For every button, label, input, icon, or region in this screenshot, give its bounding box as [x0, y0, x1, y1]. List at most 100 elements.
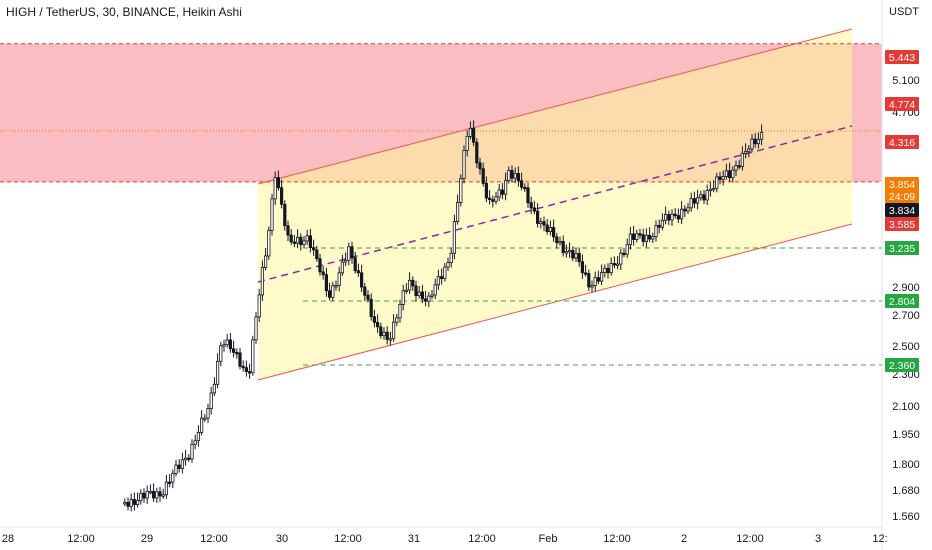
candle-up	[708, 188, 713, 192]
candle-down	[632, 233, 636, 240]
candle-down	[385, 331, 389, 340]
candle-down	[283, 203, 287, 227]
time-axis-tick: 2	[681, 533, 687, 545]
candle-down	[292, 241, 297, 244]
candle-up	[203, 417, 207, 421]
candle-down	[327, 290, 332, 298]
candle-up	[494, 196, 498, 202]
chart-title: HIGH / TetherUS, 30, BINANCE, Heikin Ash…	[6, 5, 242, 19]
candle-down	[753, 138, 757, 145]
candle-up	[139, 492, 143, 501]
level-label: 3.585	[889, 219, 915, 231]
candle-up	[427, 295, 431, 302]
level-label-bg	[885, 177, 919, 191]
level-label: 4.774	[889, 99, 915, 111]
candle-down	[702, 194, 706, 201]
candle-up	[183, 457, 188, 461]
candle-up	[193, 440, 197, 445]
time-axis-tick: 12:00	[468, 533, 496, 545]
candle-up	[135, 500, 140, 505]
candle-up	[129, 499, 133, 507]
candle-up	[270, 198, 274, 231]
level-label-bg	[885, 203, 919, 217]
time-axis-tick: 12:00	[736, 533, 764, 545]
candle-up	[568, 249, 572, 253]
candle-down	[516, 173, 521, 182]
level-label-bg	[885, 97, 919, 111]
candle-up	[382, 331, 386, 337]
candle-up	[747, 148, 751, 152]
candle-up	[721, 176, 725, 180]
candle-up	[660, 219, 665, 228]
candle-down	[728, 170, 732, 178]
channel-midline	[257, 125, 853, 283]
time-axis-tick: 12:00	[334, 533, 362, 545]
candle-down	[132, 499, 136, 505]
candle-up	[744, 150, 748, 154]
time-axis-tick: 3	[815, 533, 821, 545]
candle-down	[231, 348, 236, 353]
level-label-bg	[885, 241, 919, 255]
candle-down	[552, 227, 556, 238]
candle-up	[513, 173, 517, 179]
level-label: 24:09	[889, 191, 915, 203]
candle-down	[414, 285, 418, 297]
price-axis-tick: 2.100	[892, 401, 920, 413]
candle-down	[356, 270, 361, 274]
candle-down	[596, 277, 601, 282]
price-axis-tick: 1.800	[892, 459, 920, 471]
candle-down	[324, 274, 329, 292]
candle-up	[628, 233, 633, 245]
candle-down	[542, 221, 546, 226]
candle-up	[609, 263, 613, 274]
candle-up	[705, 190, 709, 201]
candle-up	[407, 279, 412, 291]
candle-up	[603, 267, 607, 273]
candle-up	[343, 259, 348, 263]
candle-down	[667, 214, 671, 221]
candle-down	[359, 272, 364, 288]
candle-down	[244, 367, 248, 373]
candle-up	[644, 234, 649, 242]
candle-down	[177, 464, 181, 469]
candle-up	[260, 267, 265, 296]
candle-down	[487, 197, 492, 200]
candle-up	[337, 272, 341, 286]
candle-down	[228, 339, 232, 350]
candle-down	[289, 234, 293, 243]
candle-down	[523, 186, 527, 190]
candle-up	[564, 251, 569, 254]
candle-up	[635, 233, 639, 240]
candle-up	[686, 207, 690, 212]
candle-up	[455, 202, 460, 222]
candle-up	[401, 290, 405, 305]
level-label: 3.854	[889, 179, 915, 191]
candle-down	[471, 128, 476, 143]
candle-up	[654, 224, 658, 238]
candle-up	[331, 285, 335, 298]
candle-up	[459, 177, 463, 203]
candle-up	[462, 150, 466, 179]
candle-up	[503, 180, 508, 195]
level-label-bg	[885, 217, 919, 231]
candle-down	[676, 215, 681, 220]
candle-down	[657, 224, 661, 228]
candles	[123, 120, 764, 512]
price-axis-tick: 2.500	[892, 341, 920, 353]
time-axis-tick: 12:	[872, 533, 887, 545]
candle-up	[756, 138, 761, 145]
candle-up	[254, 316, 258, 341]
candle-up	[295, 236, 300, 244]
level-label-bg	[885, 189, 919, 203]
candle-down	[142, 492, 146, 499]
candle-down	[692, 198, 697, 204]
candle-down	[491, 199, 495, 202]
candle-up	[731, 169, 735, 178]
candle-up	[507, 170, 511, 181]
candle-up	[574, 253, 578, 259]
candle-up	[225, 339, 229, 346]
channel-lower-line	[257, 223, 853, 381]
channel-upper-line	[257, 28, 853, 185]
candle-down	[420, 291, 425, 300]
